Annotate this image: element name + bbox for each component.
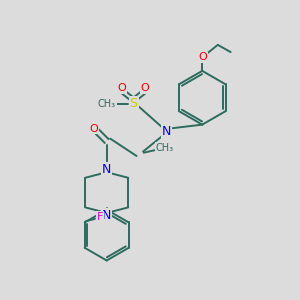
Text: F: F (97, 212, 103, 222)
Text: CH₃: CH₃ (98, 99, 116, 109)
Text: N: N (102, 163, 111, 176)
Text: O: O (118, 83, 127, 93)
Text: N: N (162, 125, 171, 138)
Text: N: N (102, 209, 111, 222)
Text: S: S (130, 97, 138, 110)
Text: O: O (140, 83, 149, 93)
Text: O: O (90, 124, 98, 134)
Text: CH₃: CH₃ (156, 143, 174, 153)
Text: O: O (198, 52, 207, 62)
